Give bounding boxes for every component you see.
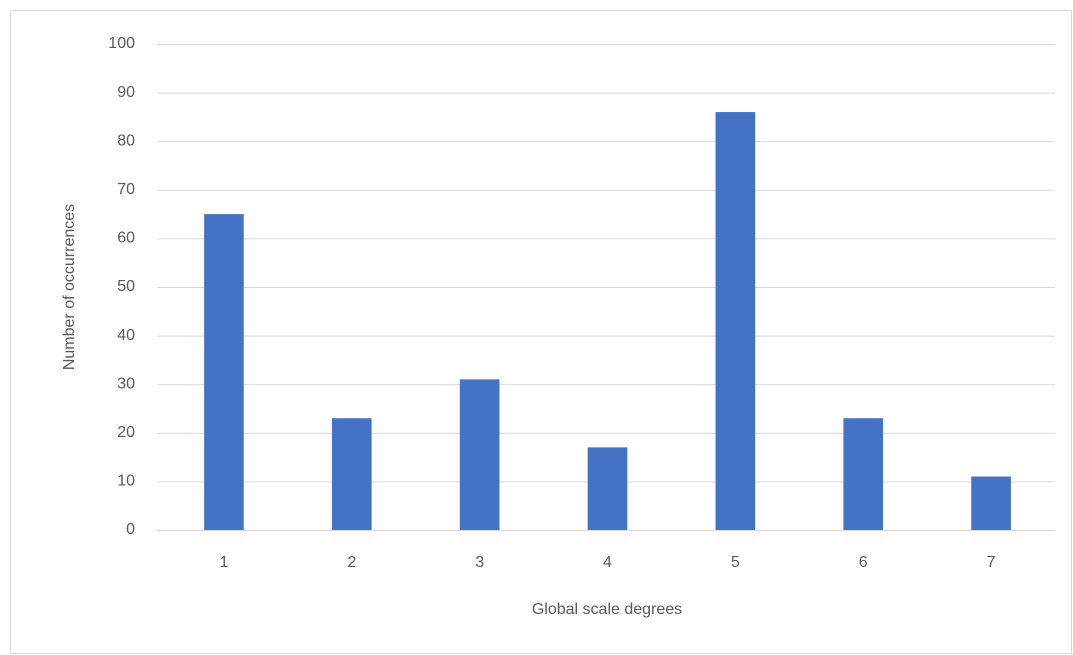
y-tick-label: 40 <box>117 327 135 344</box>
bar <box>459 379 500 530</box>
y-tick-label: 10 <box>117 473 135 490</box>
bar <box>331 418 372 530</box>
x-tick-label: 5 <box>731 554 740 571</box>
bar <box>587 447 628 530</box>
y-axis-title: Number of occurrences <box>61 204 78 370</box>
x-tick-label: 3 <box>475 554 484 571</box>
x-tick-label: 2 <box>347 554 356 571</box>
x-tick-label: 6 <box>859 554 868 571</box>
bar <box>204 214 244 530</box>
y-tick-label: 60 <box>117 230 135 247</box>
y-tick-label: 100 <box>108 35 135 52</box>
x-axis-title: Global scale degrees <box>532 601 682 618</box>
bar <box>971 476 1011 530</box>
bar <box>843 418 884 530</box>
y-tick-label: 50 <box>117 278 135 295</box>
y-tick-label: 0 <box>126 521 135 538</box>
chart-frame <box>10 10 1072 654</box>
y-tick-label: 90 <box>117 84 135 101</box>
x-tick-label: 1 <box>219 554 228 571</box>
x-tick-label: 4 <box>603 554 612 571</box>
y-tick-label: 70 <box>117 181 135 198</box>
bar <box>715 112 756 530</box>
y-tick-label: 80 <box>117 132 135 149</box>
y-tick-label: 30 <box>117 375 135 392</box>
x-tick-label: 7 <box>987 554 996 571</box>
y-tick-label: 20 <box>117 424 135 441</box>
